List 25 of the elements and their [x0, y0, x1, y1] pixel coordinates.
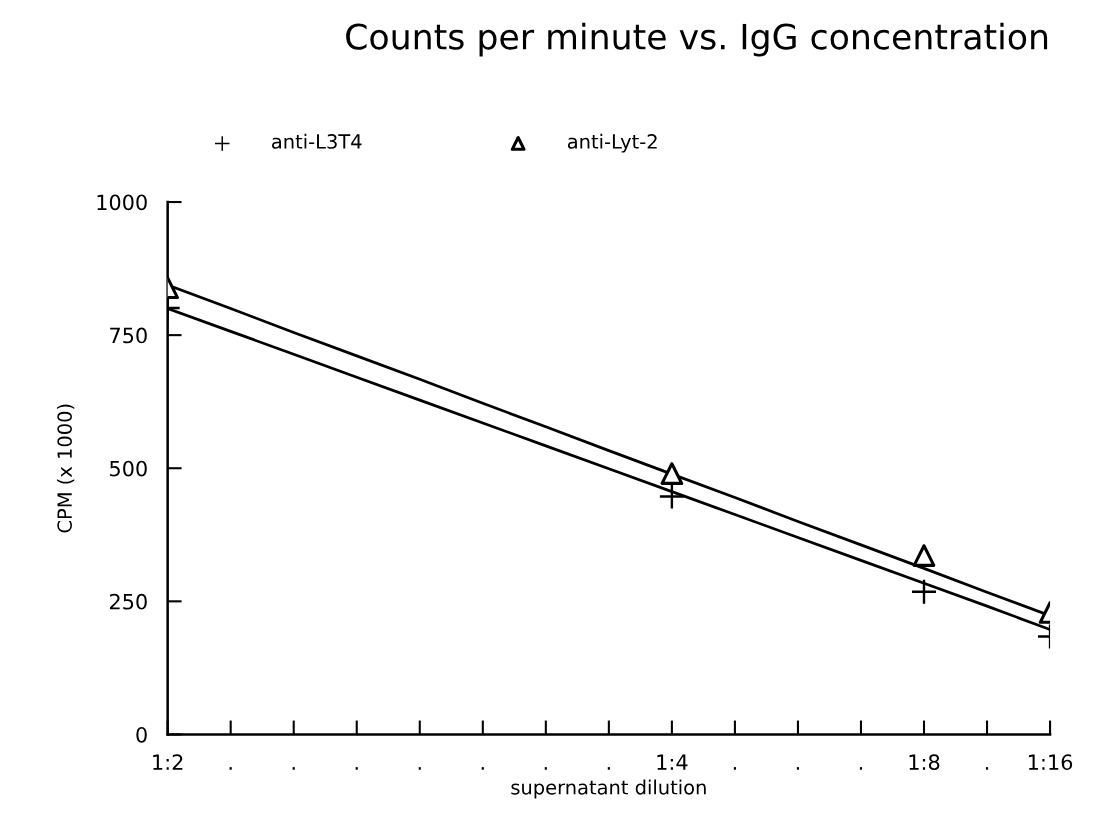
x-tick-label: .	[733, 767, 736, 770]
y-tick-label: 250	[109, 593, 147, 610]
x-tick-label: .	[481, 767, 484, 770]
x-tick-label: .	[292, 767, 295, 770]
x-tick-label: .	[355, 767, 358, 770]
x-tick-label: .	[418, 767, 421, 770]
x-tick-label: 1:2	[153, 754, 183, 770]
x-axis-title: supernatant dilution	[511, 779, 706, 799]
x-tick-label: 1:16	[1028, 754, 1073, 771]
x-tick-label: 1:4	[657, 754, 688, 770]
legend-label: anti-L3T4	[272, 133, 362, 149]
x-tick-label: .	[859, 767, 863, 770]
x-tick-label: .	[796, 767, 800, 770]
x-tick-label: .	[985, 767, 989, 770]
chart-title: Counts per minute vs. IgG concentration	[346, 22, 1048, 57]
x-tick-label: .	[607, 767, 610, 770]
y-tick-label: 0	[136, 726, 147, 743]
y-axis-title: CPM (x 1000)	[56, 404, 75, 533]
x-tick-label: 1:8	[909, 754, 940, 771]
x-tick-label: .	[544, 767, 547, 770]
y-tick-label: 1000	[97, 194, 147, 211]
x-tick-label: .	[229, 767, 232, 770]
y-tick-label: 750	[110, 327, 147, 344]
legend-label: anti-Lyt-2	[567, 133, 657, 153]
y-tick-label: 500	[110, 460, 147, 477]
